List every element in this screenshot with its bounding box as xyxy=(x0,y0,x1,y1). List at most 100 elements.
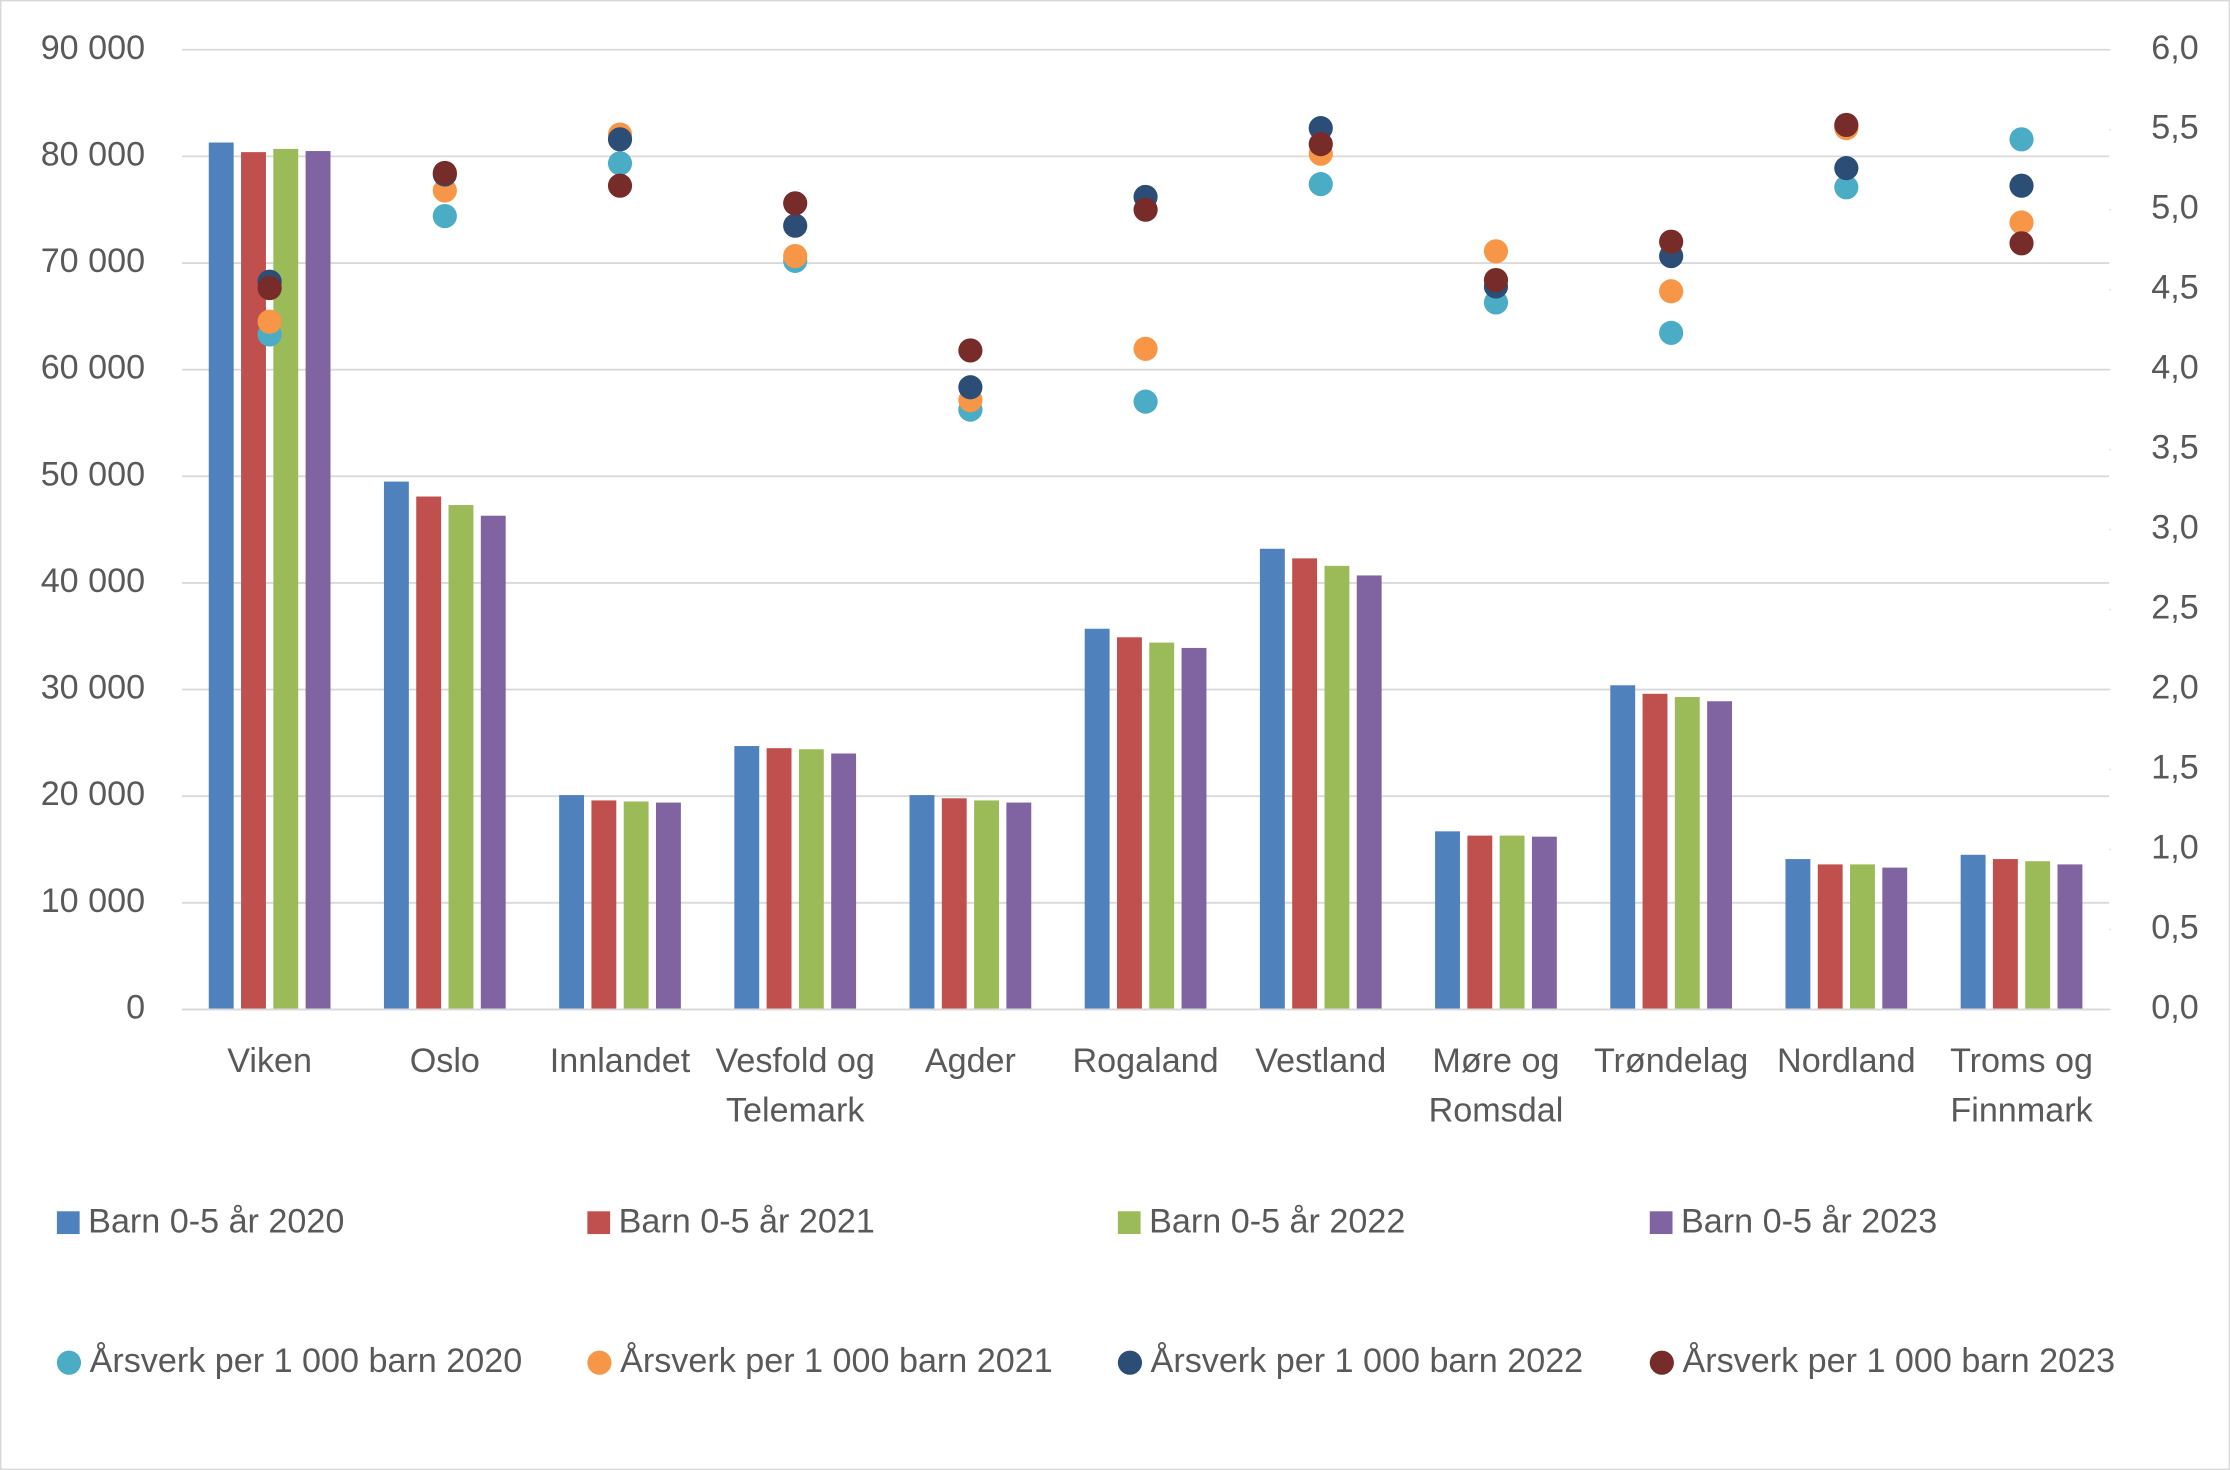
scatter-point xyxy=(257,309,282,334)
legend-marker xyxy=(56,1349,82,1375)
scatter-point xyxy=(1308,172,1333,197)
x-tick-label: Troms og Finnmark xyxy=(1950,1042,2093,1131)
legend-label: Årsverk per 1 000 barn 2021 xyxy=(620,1342,1053,1381)
x-tick-label: Agder xyxy=(924,1042,1016,1081)
x-tick-label: Innlandet xyxy=(549,1042,691,1081)
y-tick-label: 80 000 xyxy=(41,135,145,173)
bar xyxy=(1785,859,1811,1010)
bar xyxy=(1499,835,1525,1010)
bar xyxy=(974,800,999,1010)
bar xyxy=(1292,558,1318,1010)
legend-label: Barn 0-5 år 2020 xyxy=(88,1202,345,1242)
scatter-point xyxy=(1133,389,1158,414)
scatter-point xyxy=(958,375,983,400)
scatter-point xyxy=(432,160,457,185)
bar xyxy=(559,795,585,1010)
y2-tick-label: 5,5 xyxy=(2151,109,2198,147)
bar xyxy=(766,748,792,1010)
y2-tick-label: 2,0 xyxy=(2151,669,2198,707)
y2-tick-label: 1,5 xyxy=(2151,749,2198,787)
scatter-point xyxy=(1834,175,1859,200)
bar xyxy=(623,801,649,1010)
legend-marker xyxy=(56,1211,80,1235)
bar xyxy=(2057,864,2083,1010)
bar xyxy=(655,802,681,1010)
bar xyxy=(1324,565,1350,1010)
bar xyxy=(1642,693,1668,1010)
bar xyxy=(798,749,824,1010)
scatter-point xyxy=(607,151,633,176)
x-tick-label: Viken xyxy=(227,1042,312,1081)
scatter-point xyxy=(1133,197,1158,222)
x-tick-label: Rogaland xyxy=(1072,1042,1219,1081)
legend-entry: Årsverk per 1 000 barn 2020 xyxy=(56,1341,523,1384)
x-tick-label: Trøndelag xyxy=(1593,1042,1749,1081)
x-tick-label: Møre og Romsdal xyxy=(1428,1042,1564,1131)
scatter-point xyxy=(1659,320,1684,345)
bar xyxy=(448,505,474,1010)
bar xyxy=(1610,685,1636,1010)
bar xyxy=(1674,696,1700,1010)
legend-entry: Årsverk per 1 000 barn 2023 xyxy=(1649,1341,2115,1384)
bar xyxy=(1006,802,1032,1010)
y-tick-label: 20 000 xyxy=(41,775,145,813)
y-tick-label: 40 000 xyxy=(41,562,145,600)
scatter-point xyxy=(2009,231,2034,256)
x-tick-label: Vesfold og Telemark xyxy=(715,1042,875,1131)
bar xyxy=(416,496,442,1010)
bar xyxy=(1992,859,2018,1010)
y-tick-label: 30 000 xyxy=(41,669,145,707)
legend-entry: Barn 0-5 år 2021 xyxy=(587,1201,875,1244)
bar xyxy=(480,515,506,1010)
legend-marker xyxy=(587,1211,611,1235)
y2-tick-label: 4,5 xyxy=(2151,269,2198,307)
legend-label: Barn 0-5 år 2022 xyxy=(1149,1202,1406,1242)
scatter-point xyxy=(1659,229,1684,254)
legend-entry: Årsverk per 1 000 barn 2022 xyxy=(1117,1341,1584,1384)
scatter-point xyxy=(432,204,457,229)
legend-label: Årsverk per 1 000 barn 2020 xyxy=(89,1342,523,1381)
y-tick-label: 90 000 xyxy=(41,29,145,67)
bar xyxy=(1707,701,1733,1010)
legend-entry: Barn 0-5 år 2022 xyxy=(1117,1201,1406,1244)
y2-tick-label: 3,0 xyxy=(2151,509,2198,547)
bar xyxy=(734,746,760,1010)
scatter-point xyxy=(607,173,633,198)
scatter-point xyxy=(1659,279,1684,304)
y2-tick-label: 3,5 xyxy=(2151,429,2198,467)
bar xyxy=(1356,575,1382,1010)
bar xyxy=(1084,628,1110,1010)
legend-label: Barn 0-5 år 2023 xyxy=(1681,1202,1938,1242)
scatter-point xyxy=(607,127,633,152)
scatter-point xyxy=(958,338,983,363)
scatter-point xyxy=(1834,156,1859,181)
y2-tick-label: 2,5 xyxy=(2151,589,2198,627)
legend-entry: Barn 0-5 år 2023 xyxy=(1649,1201,1938,1244)
y2-tick-label: 0,5 xyxy=(2151,908,2198,946)
y2-tick-label: 0,0 xyxy=(2151,988,2198,1026)
bar xyxy=(1882,867,1908,1010)
legend-entry: Årsverk per 1 000 barn 2021 xyxy=(587,1341,1053,1384)
legend-marker xyxy=(1117,1211,1141,1235)
bar xyxy=(1259,548,1285,1010)
y-tick-label: 70 000 xyxy=(41,242,145,280)
bar xyxy=(941,798,967,1010)
y2-tick-label: 6,0 xyxy=(2151,29,2198,67)
legend-label: Årsverk per 1 000 barn 2022 xyxy=(1150,1342,1584,1381)
scatter-point xyxy=(257,275,282,301)
bar xyxy=(1181,647,1207,1010)
bar xyxy=(1467,835,1493,1010)
scatter-point xyxy=(1133,336,1158,361)
legend-marker xyxy=(1117,1349,1143,1375)
x-tick-label: Vestland xyxy=(1255,1042,1387,1081)
bar xyxy=(1435,831,1460,1010)
legend-marker xyxy=(587,1349,612,1375)
scatter-point xyxy=(1483,267,1509,293)
bar xyxy=(1531,836,1557,1010)
bar xyxy=(208,142,234,1010)
bar xyxy=(2025,861,2051,1010)
y2-tick-label: 5,0 xyxy=(2151,189,2198,227)
legend-marker xyxy=(1649,1211,1673,1235)
